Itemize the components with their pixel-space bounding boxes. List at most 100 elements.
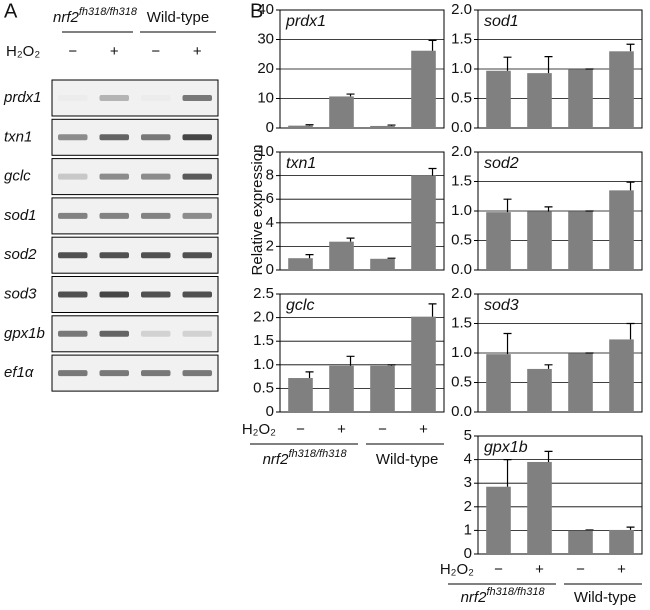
y-tick-label: 0 xyxy=(266,119,274,136)
plot-frame xyxy=(477,293,643,413)
error-bar xyxy=(387,257,396,259)
y-tick-label: 2.5 xyxy=(253,285,274,302)
group-label: Wild-type xyxy=(574,589,637,606)
gene-label: sod1 xyxy=(4,207,37,224)
group-superscript: fh318/fh318 xyxy=(486,586,545,598)
bar xyxy=(370,365,395,412)
treatment-label: H₂O₂ xyxy=(440,561,474,578)
y-tick-label: 0 xyxy=(266,403,274,420)
error-bar xyxy=(346,93,355,97)
y-tick-label: 0.0 xyxy=(451,261,472,278)
y-tick-label: 1.0 xyxy=(451,202,472,219)
gel-band xyxy=(99,95,129,101)
bar xyxy=(568,69,593,128)
y-tick-label: 0.5 xyxy=(451,231,472,248)
chart-title: sod1 xyxy=(484,13,519,30)
bar xyxy=(609,190,634,270)
gene-label: txn1 xyxy=(4,128,32,145)
error-bar xyxy=(503,332,512,355)
gene-label: gpx1b xyxy=(4,325,45,342)
gel-band xyxy=(99,370,129,377)
bar xyxy=(527,211,552,270)
bar xyxy=(329,365,354,412)
y-tick-label: 1 xyxy=(464,521,472,538)
treatment-sign: − xyxy=(68,43,77,60)
y-tick-label: 1.5 xyxy=(253,332,274,349)
group-name: Wild-type xyxy=(574,589,637,606)
y-tick-label: 2.0 xyxy=(451,285,472,302)
gene-label: gclc xyxy=(4,168,31,185)
y-tick-label: 0.0 xyxy=(451,403,472,420)
error-bar xyxy=(544,206,553,212)
treatment-sign: − xyxy=(151,43,160,60)
gel-band xyxy=(182,173,212,180)
bar xyxy=(486,354,511,412)
gel-band xyxy=(141,95,171,101)
bar xyxy=(568,211,593,270)
y-tick-label: 20 xyxy=(257,60,274,77)
error-bar xyxy=(428,303,437,317)
y-tick-label: 6 xyxy=(266,190,274,207)
gel-band xyxy=(141,252,171,259)
gel-band xyxy=(141,212,171,219)
error-bar xyxy=(544,56,553,74)
gel-band xyxy=(99,291,129,298)
error-bar xyxy=(585,210,594,212)
error-bar xyxy=(387,364,396,366)
error-bar xyxy=(346,355,355,366)
error-bar xyxy=(305,124,314,126)
y-tick-label: 2.0 xyxy=(451,1,472,18)
treatment-sign: + xyxy=(110,43,119,60)
y-tick-label: 0.5 xyxy=(451,89,472,106)
chart-title: sod2 xyxy=(484,155,519,172)
y-tick-label: 4 xyxy=(266,214,274,231)
plot-frame xyxy=(279,151,445,271)
y-tick-label: 1.0 xyxy=(451,344,472,361)
error-bar xyxy=(626,181,635,191)
group-name: nrf2 xyxy=(263,451,290,468)
plot-frame xyxy=(279,9,445,129)
bar xyxy=(288,258,313,270)
chart-title: txn1 xyxy=(286,155,316,172)
bar xyxy=(527,461,552,554)
treatment-sign: + xyxy=(617,561,626,578)
bar xyxy=(568,530,593,554)
error-bar xyxy=(626,43,635,52)
treatment-sign: + xyxy=(535,561,544,578)
gel-band xyxy=(182,370,212,377)
y-tick-label: 1.5 xyxy=(451,172,472,189)
gel-band xyxy=(182,134,212,141)
group-superscript: fh318/fh318 xyxy=(288,448,347,460)
y-tick-label: 3 xyxy=(464,474,472,491)
gel-band xyxy=(141,370,171,377)
gel-band xyxy=(99,173,129,180)
y-tick-label: 1.0 xyxy=(451,60,472,77)
y-tick-label: 8 xyxy=(266,167,274,184)
group-name: Wild-type xyxy=(147,9,210,26)
gene-label: sod2 xyxy=(4,246,37,263)
y-tick-label: 1.5 xyxy=(451,314,472,331)
gel-band xyxy=(99,330,129,337)
y-tick-label: 5 xyxy=(464,427,472,444)
group-name: Wild-type xyxy=(376,451,439,468)
error-bar xyxy=(585,352,594,354)
y-tick-label: 2 xyxy=(266,237,274,254)
plot-frame xyxy=(477,9,643,129)
bar xyxy=(527,368,552,412)
error-bar xyxy=(387,124,396,126)
y-tick-label: 1.5 xyxy=(451,30,472,47)
gel-band xyxy=(141,291,171,298)
error-bar xyxy=(626,526,635,530)
y-axis-label: Relative expression xyxy=(249,145,266,276)
bar xyxy=(609,529,634,554)
y-tick-label: 2.0 xyxy=(253,309,274,326)
bar xyxy=(568,353,593,412)
y-tick-label: 4 xyxy=(464,451,472,468)
chart-title: gpx1b xyxy=(484,439,528,456)
treatment-label: H₂O₂ xyxy=(242,421,276,438)
y-tick-label: 1.0 xyxy=(253,356,274,373)
y-tick-label: 0.0 xyxy=(451,119,472,136)
y-tick-label: 2 xyxy=(464,498,472,515)
plot-frame xyxy=(477,435,643,555)
y-tick-label: 0.5 xyxy=(451,373,472,390)
